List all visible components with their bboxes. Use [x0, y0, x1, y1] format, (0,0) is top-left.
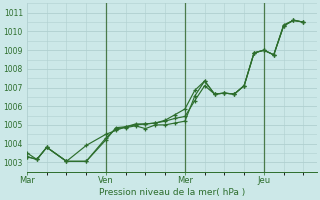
X-axis label: Pression niveau de la mer( hPa ): Pression niveau de la mer( hPa )	[99, 188, 245, 197]
